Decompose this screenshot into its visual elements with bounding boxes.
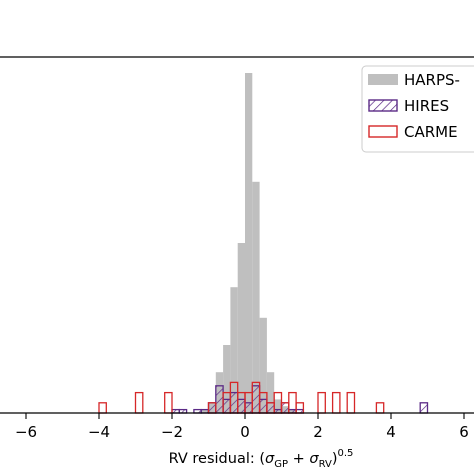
carmenes-bar	[98, 402, 107, 414]
x-tick-label: 6	[459, 423, 469, 441]
legend-swatch-carmenes	[368, 125, 398, 138]
carmenes-bar	[317, 391, 326, 414]
carmenes-bar	[375, 402, 385, 414]
x-tick-label: 4	[386, 423, 396, 441]
harps-bar	[237, 243, 245, 413]
x-ticks: −6 −4 −2 0 2 4 6	[15, 413, 469, 441]
legend-label-carmenes: CARME	[404, 123, 458, 141]
harps-bar	[266, 372, 275, 413]
harps-bar	[223, 345, 231, 413]
harps-bar	[259, 317, 267, 413]
x-tick-label: −4	[88, 423, 110, 441]
x-axis-label: RV residual: (σGP + σRV)0.5	[169, 448, 354, 470]
legend-label-hires: HIRES	[404, 97, 449, 115]
x-tick-label: −2	[161, 423, 183, 441]
hires-bar	[419, 402, 429, 414]
hires-bar	[237, 398, 246, 414]
legend-swatch-hires	[368, 99, 398, 112]
hires-bar	[215, 385, 224, 414]
harps-bar	[252, 181, 260, 413]
legend-frame	[361, 65, 474, 153]
carmenes-bar	[164, 391, 173, 414]
legend: HARPS- HIRES CARME	[361, 65, 474, 153]
harps-bar	[245, 73, 253, 413]
carmenes-bar	[346, 391, 356, 414]
x-tick-label: −6	[15, 423, 37, 441]
hires-bar	[244, 402, 253, 414]
hires-bar	[229, 391, 239, 414]
carmenes-bar	[134, 391, 144, 414]
hires-bar	[266, 402, 275, 414]
hires-bar	[258, 398, 268, 414]
harps-bar	[274, 399, 282, 413]
hires-bar	[222, 398, 232, 414]
legend-swatch-harps	[368, 74, 398, 85]
hires-bar	[251, 385, 261, 414]
legend-label-harps: HARPS-	[404, 71, 460, 89]
x-tick-label: 2	[313, 423, 323, 441]
hires-bar	[207, 402, 217, 414]
carmenes-bar	[331, 391, 341, 414]
hires-bar	[280, 402, 290, 414]
harps-bar	[230, 287, 238, 413]
x-tick-label: 0	[240, 423, 250, 441]
